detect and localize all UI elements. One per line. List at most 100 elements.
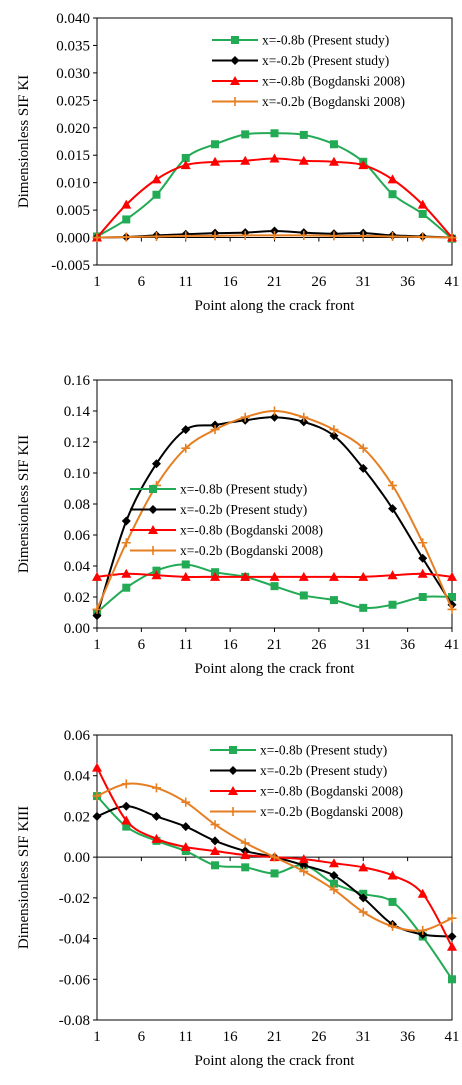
data-point: [447, 571, 457, 581]
data-point: [270, 412, 279, 422]
y-tick-label: 0.00: [64, 850, 90, 866]
y-tick-label: 0.030: [56, 66, 90, 82]
x-tick-label: 1: [93, 637, 101, 653]
data-point: [299, 591, 308, 600]
data-point: [181, 560, 190, 569]
data-point: [121, 538, 131, 548]
data-point: [210, 420, 220, 430]
y-tick-label: 0.04: [64, 769, 91, 785]
data-point: [92, 762, 102, 772]
x-tick-label: 31: [356, 274, 371, 290]
data-point: [210, 846, 221, 856]
data-point: [447, 932, 457, 942]
data-point: [417, 888, 428, 898]
data-point: [418, 209, 427, 218]
y-tick-label: -0.06: [59, 972, 91, 988]
x-tick-label: 21: [267, 274, 282, 290]
data-point: [388, 897, 397, 906]
data-point: [358, 862, 369, 872]
data-point: [180, 571, 191, 581]
data-point: [210, 820, 220, 830]
legend-entry: x=-0.8b (Bogdanski 2008): [262, 74, 405, 89]
data-point: [447, 913, 457, 923]
y-tick-label: 0.04: [64, 559, 91, 575]
data-point: [151, 783, 161, 793]
y-tick-label: 0.000: [56, 231, 90, 247]
data-point: [121, 232, 131, 242]
legend-entry: x=-0.8b (Present study): [260, 743, 387, 758]
series-2: [92, 412, 457, 621]
data-point: [240, 230, 250, 240]
data-point: [358, 160, 369, 170]
x-tick-label: 26: [311, 1029, 327, 1045]
y-tick-label: -0.08: [59, 1013, 90, 1029]
data-point: [358, 571, 369, 581]
data-point: [151, 811, 161, 821]
data-point: [329, 879, 338, 888]
x-tick-label: 6: [138, 637, 146, 653]
data-point: [240, 850, 251, 860]
y-tick-label: 0.015: [56, 148, 90, 164]
legend-marker: [230, 76, 240, 85]
data-point: [240, 571, 251, 581]
series-line: [96, 795, 453, 980]
data-point: [240, 155, 251, 165]
data-point: [298, 571, 309, 581]
data-point: [387, 870, 398, 880]
data-point: [180, 841, 191, 851]
x-tick-label: 6: [138, 1029, 146, 1045]
data-point: [181, 443, 191, 453]
data-point: [388, 600, 397, 609]
data-point: [298, 854, 309, 864]
data-point: [270, 582, 279, 591]
series-4: [92, 230, 457, 243]
data-point: [388, 190, 397, 199]
y-tick-label: 0.06: [64, 728, 91, 744]
legend-marker: [229, 746, 237, 754]
data-point: [121, 516, 131, 526]
data-point: [447, 941, 457, 951]
data-point: [448, 593, 456, 601]
data-point: [270, 129, 279, 138]
data-point: [417, 199, 428, 209]
legend: x=-0.8b (Present study) x=-0.2b (Present …: [210, 743, 403, 819]
legend-entry: x=-0.8b (Present study): [262, 33, 389, 48]
y-tick-label: 0.025: [56, 93, 90, 109]
data-point: [122, 583, 131, 592]
data-point: [358, 443, 368, 453]
y-tick-label: 0.16: [64, 373, 91, 389]
data-point: [122, 822, 131, 831]
x-tick-label: 1: [93, 274, 101, 290]
legend-entry: x=-0.8b (Present study): [180, 482, 307, 497]
data-point: [181, 822, 191, 832]
data-point: [387, 570, 398, 580]
x-tick-label: 11: [179, 637, 193, 653]
data-point: [121, 815, 132, 825]
data-point: [92, 571, 102, 581]
data-point: [92, 233, 102, 243]
data-point: [329, 140, 338, 149]
y-tick-label: 0.08: [64, 497, 90, 513]
chart-3: -0.08-0.06-0.04-0.020.000.020.040.061 6 11…: [16, 728, 460, 1069]
legend-marker: [228, 766, 238, 775]
legend-entry: x=-0.2b (Bogdanski 2008): [260, 804, 403, 819]
y-tick-label: 0.00: [64, 621, 90, 637]
data-point: [299, 130, 308, 139]
y-tick-label: 0.06: [64, 528, 91, 544]
data-point: [180, 160, 191, 170]
data-point: [151, 833, 162, 843]
data-point: [151, 231, 161, 241]
data-point: [181, 797, 191, 807]
series-line: [96, 132, 453, 240]
x-tick-label: 41: [445, 274, 460, 290]
data-point: [181, 425, 191, 435]
data-point: [418, 593, 427, 601]
data-point: [298, 155, 309, 165]
data-point: [387, 174, 398, 184]
series-1: [93, 792, 456, 984]
data-point: [241, 863, 250, 872]
x-axis-label: Point along the crack front: [195, 1053, 356, 1069]
x-tick-label: 36: [400, 1029, 416, 1045]
x-tick-label: 16: [223, 637, 239, 653]
